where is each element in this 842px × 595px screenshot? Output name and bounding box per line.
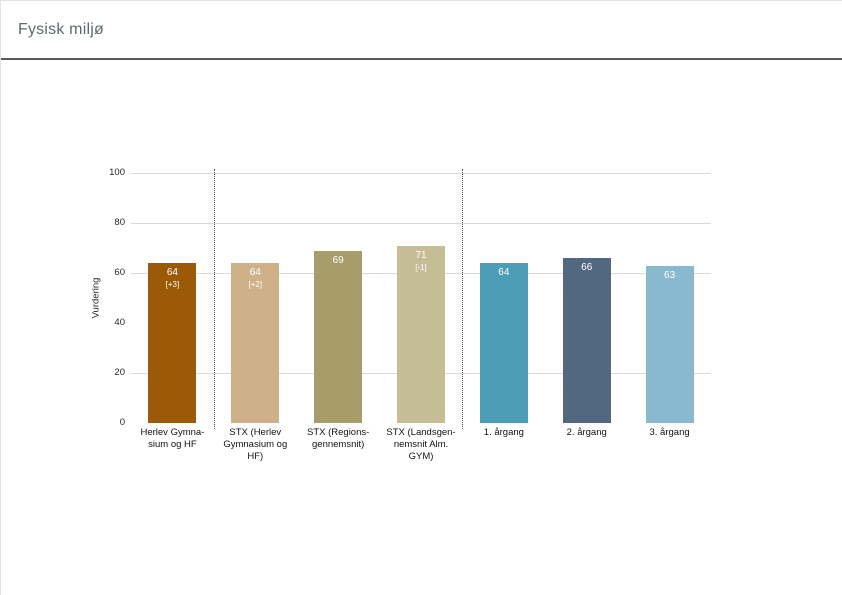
y-tick-0: 0: [119, 417, 125, 428]
bar-herlev-gymnasium: 64 [+3]: [148, 263, 197, 423]
bar-aargang-1: 64: [479, 263, 528, 423]
bar-stx-herlev: 64 [+2]: [231, 263, 280, 423]
bar-value-label: 64: [498, 267, 510, 278]
x-axis-labels: Herlev Gymna- sium og HF STX (Herlev Gym…: [131, 427, 711, 463]
bar-value-label: 66: [581, 262, 593, 273]
bar-stx-lands: 71 [-1]: [397, 245, 445, 423]
y-tick-40: 40: [114, 317, 125, 328]
bar-chart: 100 80 60 40 20 0 Vurdering 64 [+3] 64 […: [91, 167, 711, 462]
bar-slot: 64: [462, 173, 545, 423]
bar-slot: 63: [628, 173, 711, 423]
y-tick-20: 20: [114, 367, 125, 378]
bar-aargang-2: 66: [562, 258, 611, 423]
x-label-stx-herlev: STX (Herlev Gymnasium og HF): [223, 427, 288, 462]
bar-slot: 69: [297, 173, 380, 423]
bar-slot: 64 [+2]: [214, 173, 297, 423]
bar-slot: 71 [-1]: [380, 173, 463, 423]
bar-slot: 66: [545, 173, 628, 423]
x-label-aargang-3: 3. årgang: [649, 427, 690, 438]
gridline-100: [131, 173, 711, 174]
page-title: Fysisk miljø: [18, 21, 104, 38]
x-label-stx-lands: STX (Landsgen- nemsnit Alm. GYM): [386, 427, 456, 462]
bar-aargang-3: 63: [645, 265, 694, 423]
group-separator-line: [462, 169, 463, 429]
bar-slot: 64 [+3]: [131, 173, 214, 423]
x-label-herlev-gymnasium: Herlev Gymna- sium og HF: [140, 427, 205, 450]
bar-value-label: 71: [415, 249, 427, 261]
group-separator-line: [214, 169, 215, 429]
bar-value-label: 64: [166, 267, 178, 278]
title-divider: [1, 58, 842, 60]
y-tick-80: 80: [114, 217, 125, 228]
y-tick-60: 60: [114, 267, 125, 278]
bar-delta-label: [+2]: [248, 280, 263, 289]
x-label-aargang-2: 2. årgang: [566, 427, 607, 438]
y-tick-100: 100: [109, 167, 125, 178]
bar-value-label: 64: [249, 267, 261, 278]
bars-row: 64 [+3] 64 [+2] 69 71 [-1]: [131, 173, 711, 423]
bar-value-label: 69: [332, 254, 344, 266]
gridline-80: [131, 223, 711, 224]
bar-value-label: 63: [664, 269, 676, 281]
y-axis-title: Vurdering: [90, 277, 102, 319]
bar-delta-label: [+3]: [165, 280, 180, 289]
bar-delta-label: [-1]: [415, 262, 427, 272]
x-label-aargang-1: 1. årgang: [483, 427, 524, 438]
x-label-stx-region: STX (Regions- gennemsnit): [306, 427, 370, 450]
bar-stx-region: 69: [314, 250, 363, 423]
